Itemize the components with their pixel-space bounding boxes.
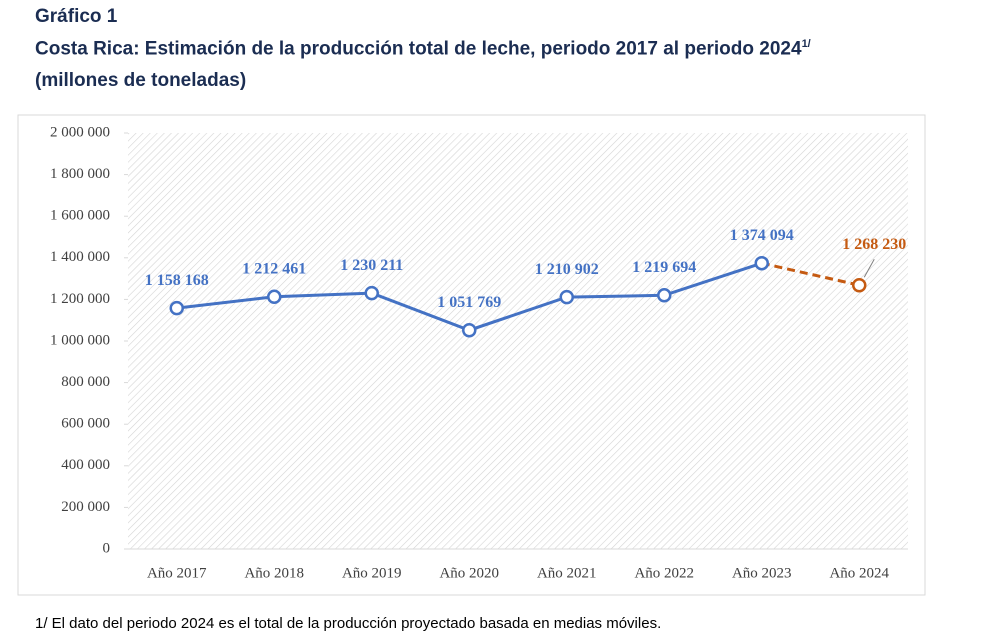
x-tick-label: Año 2021	[537, 565, 597, 581]
data-label: 1 158 168	[145, 272, 209, 289]
title-text: Costa Rica: Estimación de la producción …	[35, 38, 802, 60]
data-label: 1 374 094	[730, 227, 794, 244]
y-tick-label: 1 400 000	[50, 249, 110, 265]
data-label: 1 210 902	[535, 261, 599, 278]
point-marker	[169, 300, 184, 316]
series-line	[761, 261, 860, 287]
point-marker	[657, 288, 672, 303]
y-tick-label: 2 000 000	[50, 124, 110, 140]
y-tick-label: 400 000	[61, 457, 110, 473]
data-label: 1 230 211	[340, 257, 403, 274]
data-label: 1 268 230	[842, 236, 906, 253]
x-tick-label: Año 2019	[342, 565, 402, 581]
data-label: 1 051 769	[437, 294, 501, 311]
chart: 0 200 000 400 000 600 000 800 000 1 000 000 1 …	[17, 114, 926, 596]
point-marker	[852, 277, 867, 293]
y-tick-label: 200 000	[61, 499, 110, 515]
point-marker	[267, 289, 282, 305]
data-label: 1 219 694	[632, 259, 696, 276]
point-marker	[754, 255, 769, 271]
plot-area	[128, 133, 908, 549]
leader-line	[863, 258, 875, 278]
y-tick-label: 1 200 000	[50, 291, 110, 307]
chart-subtitle: (millones de toneladas)	[35, 70, 247, 91]
x-tick-label: Año 2022	[634, 565, 694, 581]
point-marker	[462, 322, 477, 338]
title-note: 1/	[801, 38, 811, 50]
x-tick-label: Año 2017	[147, 565, 207, 581]
y-tick-label: 1 600 000	[50, 208, 110, 224]
figure-label: Gráfico 1	[35, 6, 118, 27]
y-tick-label: 800 000	[61, 374, 110, 390]
point-marker	[364, 285, 379, 301]
x-tick-label: Año 2023	[732, 565, 792, 581]
y-tick-label: 1 000 000	[50, 332, 110, 348]
y-tick-label: 600 000	[61, 416, 110, 432]
footnote: 1/ El dato del periodo 2024 es el total …	[35, 615, 662, 632]
y-tick-label: 1 800 000	[50, 166, 110, 182]
x-tick-label: Año 2024	[829, 565, 889, 581]
point-marker	[559, 289, 574, 305]
y-tick-label: 0	[103, 540, 111, 556]
x-tick-label: Año 2020	[439, 565, 499, 581]
x-tick-label: Año 2018	[244, 565, 304, 581]
chart-title: Costa Rica: Estimación de la producción …	[35, 38, 811, 60]
data-label: 1 212 461	[242, 260, 306, 277]
